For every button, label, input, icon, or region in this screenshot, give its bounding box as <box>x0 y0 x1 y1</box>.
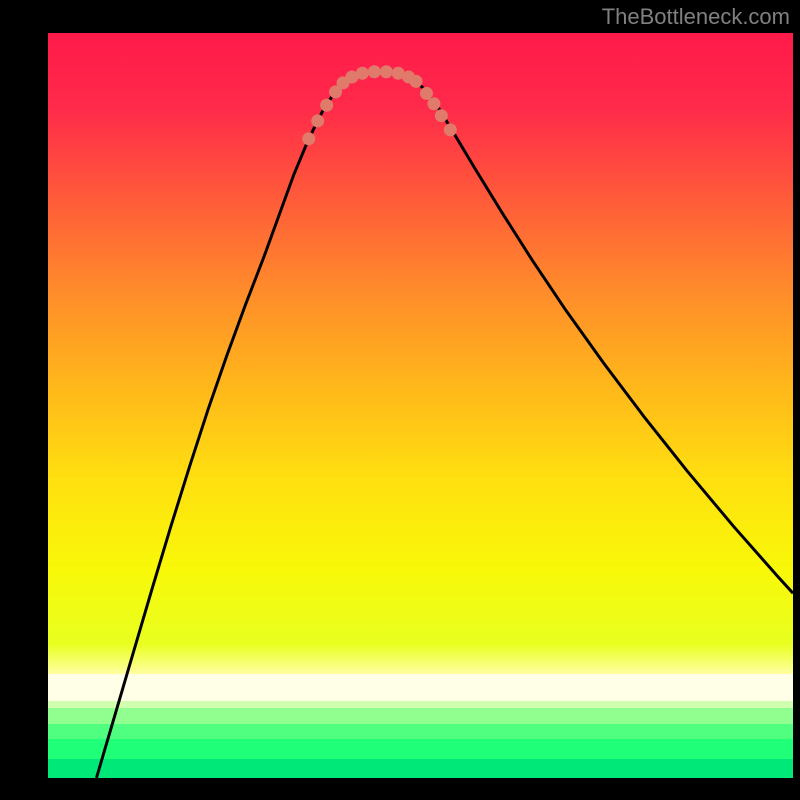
curve-marker <box>356 67 369 80</box>
curve-marker <box>311 114 324 127</box>
curve-marker <box>427 97 440 110</box>
bottleneck-curve <box>96 72 793 778</box>
curve-marker <box>444 123 457 136</box>
curve-marker <box>320 99 333 112</box>
curve-marker <box>368 65 381 78</box>
curve-marker <box>380 65 393 78</box>
watermark-text: TheBottleneck.com <box>602 4 790 30</box>
curve-marker <box>410 75 423 88</box>
curve-markers <box>302 65 457 145</box>
plot-area <box>48 33 793 778</box>
curve-marker <box>435 109 448 122</box>
bottleneck-curve-svg <box>48 33 793 778</box>
curve-marker <box>302 132 315 145</box>
curve-marker <box>420 87 433 100</box>
